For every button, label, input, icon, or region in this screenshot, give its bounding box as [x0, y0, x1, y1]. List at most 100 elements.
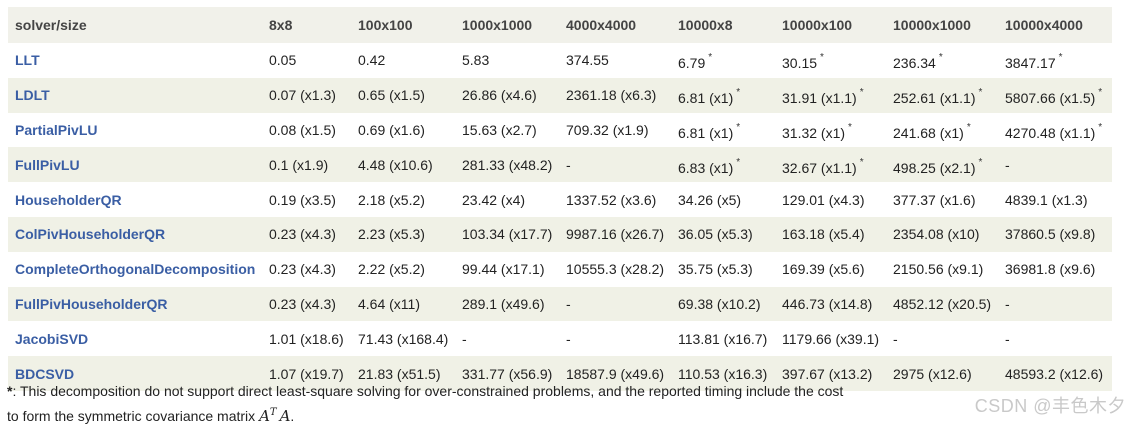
timing-cell: 374.55 — [559, 43, 671, 78]
timing-cell: 0.19 (x3.5) — [262, 182, 351, 217]
timing-cell: - — [559, 287, 671, 322]
timing-value: 2354.08 (x10) — [893, 226, 980, 243]
timing-value: 6.79 — [678, 55, 706, 72]
timing-cell: 37860.5 (x9.8) — [998, 217, 1112, 252]
timing-cell: 0.23 (x4.3) — [262, 217, 351, 252]
timing-value: 0.23 (x4.3) — [269, 261, 336, 278]
timing-value: 236.34 — [893, 55, 936, 72]
timing-cell: 10555.3 (x28.2) — [559, 252, 671, 287]
math-base: A — [259, 407, 270, 425]
solver-name[interactable]: FullPivLU — [15, 156, 80, 173]
timing-cell: 0.42 — [351, 43, 455, 78]
timing-value: 397.67 (x13.2) — [782, 365, 873, 382]
solver-name[interactable]: FullPivHouseholderQR — [15, 295, 168, 312]
timing-value: 36.05 (x5.3) — [678, 226, 753, 243]
timing-value: 30.15 — [782, 55, 818, 72]
footnote-asterisk: * — [820, 52, 824, 64]
solver-name[interactable]: PartialPivLU — [15, 121, 98, 138]
timing-cell: 103.34 (x17.7) — [455, 217, 559, 252]
table-row: LLT 0.05 0.42 5.83 374.55 6.79 * 30.15 * 236.34 * 3… — [8, 43, 1112, 78]
timing-value: 36981.8 (x9.6) — [1005, 261, 1096, 278]
solver-name[interactable]: ColPivHouseholderQR — [15, 226, 166, 243]
timing-cell: 1179.66 (x39.1) — [775, 321, 886, 356]
timing-cell: 498.25 (x2.1) * — [886, 147, 998, 182]
timing-value: 498.25 (x2.1) — [893, 159, 976, 176]
timing-value: 71.43 (x168.4) — [358, 330, 449, 347]
timing-value: 23.42 (x4) — [462, 191, 526, 208]
timing-value: - — [462, 330, 467, 347]
timing-value: 289.1 (x49.6) — [462, 295, 545, 312]
timing-value: 3847.17 — [1005, 55, 1056, 72]
footnote-text-2: to form the symmetric covariance matrix — [7, 408, 260, 424]
timing-cell: 0.23 (x4.3) — [262, 287, 351, 322]
timing-value: 241.68 (x1) — [893, 124, 964, 141]
timing-cell: 0.07 (x1.3) — [262, 78, 351, 113]
timing-value: 4839.1 (x1.3) — [1005, 191, 1088, 208]
timing-cell: 163.18 (x5.4) — [775, 217, 886, 252]
timing-cell: 2975 (x12.6) — [886, 356, 998, 391]
timing-cell: 35.75 (x5.3) — [671, 252, 775, 287]
column-header: 8x8 — [269, 17, 293, 33]
timing-cell: - — [559, 321, 671, 356]
footnote-end: . — [290, 408, 295, 424]
timing-cell: 709.32 (x1.9) — [559, 113, 671, 148]
timing-value: 99.44 (x17.1) — [462, 261, 545, 278]
timing-cell: 2354.08 (x10) — [886, 217, 998, 252]
timing-value: 31.32 (x1) — [782, 124, 846, 141]
timing-value: 0.23 (x4.3) — [269, 226, 336, 243]
math-superscript: T — [269, 407, 277, 418]
timing-cell: - — [998, 321, 1112, 356]
footnote-mark: * — [7, 383, 13, 399]
solver-name[interactable]: LLT — [15, 52, 40, 69]
solver-name[interactable]: LDLT — [15, 87, 50, 104]
timing-value: 31.91 (x1.1) — [782, 90, 857, 107]
timing-value: 1.01 (x18.6) — [269, 330, 344, 347]
timing-value: 4852.12 (x20.5) — [893, 295, 992, 312]
timing-value: 32.67 (x1.1) — [782, 159, 857, 176]
timing-value: 2361.18 (x6.3) — [566, 87, 657, 104]
timing-value: 2150.56 (x9.1) — [893, 261, 984, 278]
table-header-row: solver/size 8x8 100x100 1000x1000 4000x4… — [8, 7, 1112, 43]
column-header: 100x100 — [358, 17, 413, 33]
footnote-asterisk: * — [859, 156, 864, 168]
table-body: LLT 0.05 0.42 5.83 374.55 6.79 * 30.15 * 236.34 * 3… — [8, 43, 1112, 391]
timing-value: 6.81 (x1) — [678, 124, 734, 141]
timing-cell: 1337.52 (x3.6) — [559, 182, 671, 217]
timing-cell: 2.22 (x5.2) — [351, 252, 455, 287]
timing-value: 2.23 (x5.3) — [358, 226, 425, 243]
benchmark-table: solver/size 8x8 100x100 1000x1000 4000x4… — [8, 7, 1112, 391]
solver-name[interactable]: CompleteOrthogonalDecomposition — [15, 261, 256, 278]
solver-name[interactable]: BDCSVD — [15, 365, 75, 382]
timing-value: 15.63 (x2.7) — [462, 121, 537, 138]
column-header: 10000x100 — [782, 17, 853, 33]
timing-cell: 4.64 (x11) — [351, 287, 455, 322]
timing-cell: 0.69 (x1.6) — [351, 113, 455, 148]
timing-value: 1179.66 (x39.1) — [782, 330, 880, 347]
timing-value: 0.19 (x3.5) — [269, 191, 336, 208]
solver-name[interactable]: JacobiSVD — [15, 330, 89, 347]
timing-cell: 32.67 (x1.1) * — [775, 147, 886, 182]
timing-cell: 113.81 (x16.7) — [671, 321, 775, 356]
timing-value: 6.81 (x1) — [678, 90, 734, 107]
timing-cell: 36981.8 (x9.6) — [998, 252, 1112, 287]
footnote-asterisk: * — [736, 121, 741, 133]
timing-value: 4.48 (x10.6) — [358, 156, 433, 173]
timing-value: 0.08 (x1.5) — [269, 121, 336, 138]
table-row: JacobiSVD 1.01 (x18.6) 71.43 (x168.4) - -113… — [8, 321, 1112, 357]
timing-cell: 34.26 (x5) — [671, 182, 775, 217]
timing-value: 10555.3 (x28.2) — [566, 261, 665, 278]
timing-cell: 23.42 (x4) — [455, 182, 559, 217]
footnote-text-1: : This decomposition do not support dire… — [12, 383, 844, 399]
timing-value: 35.75 (x5.3) — [678, 261, 753, 278]
timing-cell: 9987.16 (x26.7) — [559, 217, 671, 252]
timing-cell: 397.67 (x13.2) — [775, 356, 886, 391]
timing-cell: 21.83 (x51.5) — [351, 356, 455, 391]
table-row: CompleteOrthogonalDecomposition 0.23 (x4.… — [8, 251, 1112, 287]
timing-cell: 0.05 — [262, 43, 351, 78]
table-row: ColPivHouseholderQR 0.23 (x4.3) 2.23 (x5.3… — [8, 216, 1112, 252]
solver-name[interactable]: HouseholderQR — [15, 191, 122, 208]
timing-cell: 1.01 (x18.6) — [262, 321, 351, 356]
column-header: 10000x8 — [678, 17, 733, 33]
timing-value: 110.53 (x16.3) — [678, 365, 768, 382]
timing-value: 0.69 (x1.6) — [358, 121, 425, 138]
